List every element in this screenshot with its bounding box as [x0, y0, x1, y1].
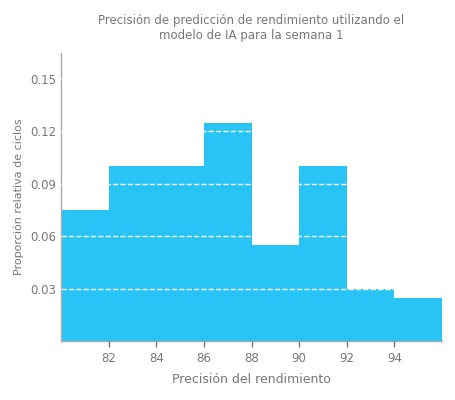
Bar	[156, 166, 203, 341]
Y-axis label: Proporción relativa de ciclos: Proporción relativa de ciclos	[14, 119, 24, 275]
Bar	[394, 298, 441, 341]
Bar	[298, 166, 346, 341]
Title: Precisión de predicción de rendimiento utilizando el
modelo de IA para la semana: Precisión de predicción de rendimiento u…	[98, 14, 404, 42]
X-axis label: Precisión del rendimiento: Precisión del rendimiento	[172, 373, 330, 386]
Bar	[251, 245, 298, 341]
Bar	[203, 123, 251, 341]
Bar	[61, 210, 108, 341]
Bar	[108, 166, 156, 341]
Bar	[346, 289, 394, 341]
